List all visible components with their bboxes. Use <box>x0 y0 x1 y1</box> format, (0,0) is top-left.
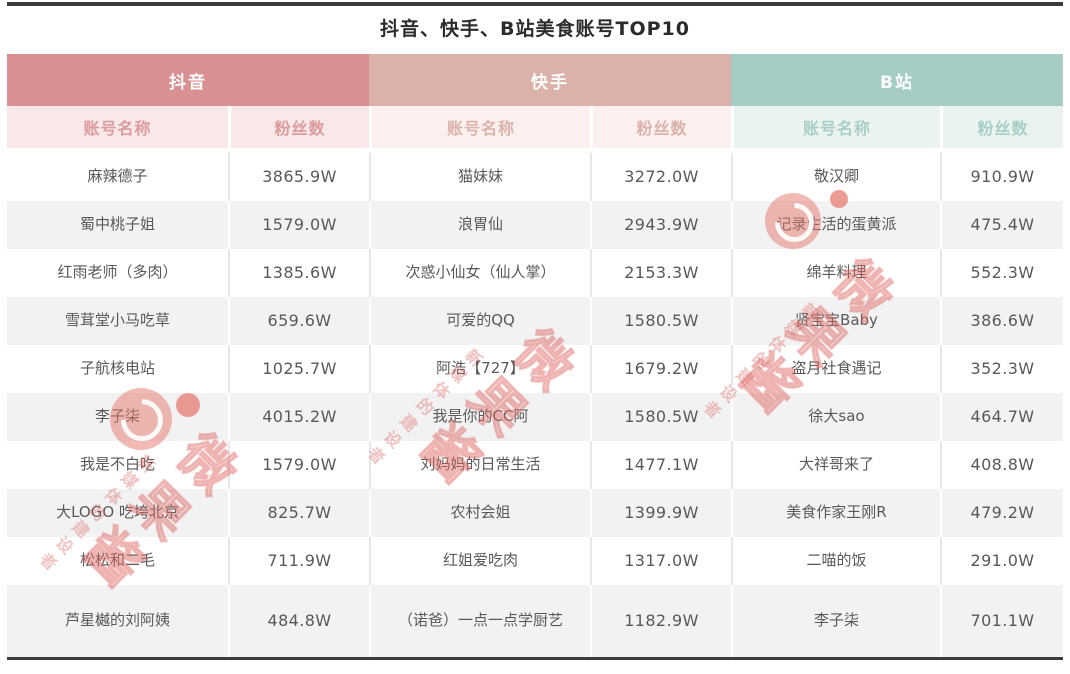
top-divider-bar <box>7 2 1063 6</box>
account-name-cell: 次惑小仙女（仙人掌） <box>369 249 590 297</box>
fans-count-cell: 1580.5W <box>590 297 731 345</box>
account-name-cell: 盗月社食遇记 <box>731 345 940 393</box>
bottom-divider-bar <box>7 657 1063 660</box>
fans-count-cell: 2943.9W <box>590 201 731 249</box>
account-name-cell: 蜀中桃子姐 <box>7 201 228 249</box>
account-name-cell: 大祥哥来了 <box>731 441 940 489</box>
fans-count-cell: 1182.9W <box>590 585 731 657</box>
account-name-cell: 麻辣德子 <box>7 153 228 201</box>
top10-table: 抖音 快手 B站 账号名称 粉丝数 账号名称 粉丝数 账号名称 粉丝数 麻辣德子… <box>7 54 1063 657</box>
fans-count-cell: 1399.9W <box>590 489 731 537</box>
fans-count-cell: 484.8W <box>228 585 369 657</box>
fans-count-cell: 711.9W <box>228 537 369 585</box>
account-name-cell: 我是不白吃 <box>7 441 228 489</box>
account-name-cell: 可爱的QQ <box>369 297 590 345</box>
account-name-cell: 敬汉卿 <box>731 153 940 201</box>
fans-count-cell: 1579.0W <box>228 441 369 489</box>
account-name-cell: 浪胃仙 <box>369 201 590 249</box>
fans-count-cell: 701.1W <box>940 585 1063 657</box>
table-row: 麻辣德子 3865.9W 猫妹妹 3272.0W 敬汉卿 910.9W <box>7 153 1063 201</box>
fans-count-cell: 3272.0W <box>590 153 731 201</box>
fans-count-cell: 408.8W <box>940 441 1063 489</box>
account-name-cell: 猫妹妹 <box>369 153 590 201</box>
column-header-fans-bilibili: 粉丝数 <box>940 106 1063 153</box>
account-name-cell: 记录生活的蛋黄派 <box>731 201 940 249</box>
fans-count-cell: 1317.0W <box>590 537 731 585</box>
table-row: 蜀中桃子姐 1579.0W 浪胃仙 2943.9W 记录生活的蛋黄派 475.4W <box>7 201 1063 249</box>
account-name-cell: （诺爸）一点一点学厨艺 <box>369 585 590 657</box>
fans-count-cell: 4015.2W <box>228 393 369 441</box>
fans-count-cell: 386.6W <box>940 297 1063 345</box>
account-name-cell: 大LOGO 吃垮北京 <box>7 489 228 537</box>
fans-count-cell: 1579.0W <box>228 201 369 249</box>
account-name-cell: 我是你的CC阿 <box>369 393 590 441</box>
table-row: 红雨老师（多肉） 1385.6W 次惑小仙女（仙人掌） 2153.3W 绵羊料理 552.… <box>7 249 1063 297</box>
fans-count-cell: 910.9W <box>940 153 1063 201</box>
account-name-cell: 红姐爱吃肉 <box>369 537 590 585</box>
account-name-cell: 绵羊料理 <box>731 249 940 297</box>
column-header-fans-kuaishou: 粉丝数 <box>590 106 731 153</box>
account-name-cell: 松松和二毛 <box>7 537 228 585</box>
page-title: 抖音、快手、B站美食账号TOP10 <box>380 18 690 40</box>
fans-count-cell: 479.2W <box>940 489 1063 537</box>
account-name-cell: 刘妈妈的日常生活 <box>369 441 590 489</box>
fans-count-cell: 1580.5W <box>590 393 731 441</box>
fans-count-cell: 3865.9W <box>228 153 369 201</box>
account-name-cell: 美食作家王刚R <box>731 489 940 537</box>
table-row: 雪茸堂小马吃草 659.6W 可爱的QQ 1580.5W 贤宝宝Baby 386.6W <box>7 297 1063 345</box>
account-name-cell: 雪茸堂小马吃草 <box>7 297 228 345</box>
platform-header-bilibili: B站 <box>731 54 1063 106</box>
account-name-cell: 徐大sao <box>731 393 940 441</box>
fans-count-cell: 1477.1W <box>590 441 731 489</box>
fans-count-cell: 2153.3W <box>590 249 731 297</box>
account-name-cell: 农村会姐 <box>369 489 590 537</box>
account-name-cell: 子航核电站 <box>7 345 228 393</box>
account-name-cell: 芦星樾的刘阿姨 <box>7 585 228 657</box>
table-row: 子航核电站 1025.7W 阿浩【727】 1679.2W 盗月社食遇记 352.3W <box>7 345 1063 393</box>
account-name-cell: 二喵的饭 <box>731 537 940 585</box>
table-row: 大LOGO 吃垮北京 825.7W 农村会姐 1399.9W 美食作家王刚R 479.2W <box>7 489 1063 537</box>
account-name-cell: 李子柒 <box>731 585 940 657</box>
table-row: 我是不白吃 1579.0W 刘妈妈的日常生活 1477.1W 大祥哥来了 408.8W <box>7 441 1063 489</box>
table-row: 李子柒 4015.2W 我是你的CC阿 1580.5W 徐大sao 464.7W <box>7 393 1063 441</box>
fans-count-cell: 1025.7W <box>228 345 369 393</box>
fans-count-cell: 552.3W <box>940 249 1063 297</box>
fans-count-cell: 464.7W <box>940 393 1063 441</box>
column-header-name-kuaishou: 账号名称 <box>369 106 590 153</box>
fans-count-cell: 352.3W <box>940 345 1063 393</box>
fans-count-cell: 1679.2W <box>590 345 731 393</box>
fans-count-cell: 659.6W <box>228 297 369 345</box>
account-name-cell: 贤宝宝Baby <box>731 297 940 345</box>
account-name-cell: 红雨老师（多肉） <box>7 249 228 297</box>
table-row: 芦星樾的刘阿姨 484.8W （诺爸）一点一点学厨艺 1182.9W 李子柒 701.1W <box>7 585 1063 657</box>
column-header-row: 账号名称 粉丝数 账号名称 粉丝数 账号名称 粉丝数 <box>7 106 1063 153</box>
platform-band-row: 抖音 快手 B站 <box>7 54 1063 106</box>
top10-table-wrap: 抖音 快手 B站 账号名称 粉丝数 账号名称 粉丝数 账号名称 粉丝数 麻辣德子… <box>7 54 1063 660</box>
table-body: 麻辣德子 3865.9W 猫妹妹 3272.0W 敬汉卿 910.9W 蜀中桃子姐 1579.… <box>7 153 1063 657</box>
account-name-cell: 李子柒 <box>7 393 228 441</box>
platform-header-kuaishou: 快手 <box>369 54 731 106</box>
fans-count-cell: 1385.6W <box>228 249 369 297</box>
fans-count-cell: 291.0W <box>940 537 1063 585</box>
column-header-name-douyin: 账号名称 <box>7 106 228 153</box>
platform-header-douyin: 抖音 <box>7 54 369 106</box>
table-row: 松松和二毛 711.9W 红姐爱吃肉 1317.0W 二喵的饭 291.0W <box>7 537 1063 585</box>
fans-count-cell: 825.7W <box>228 489 369 537</box>
column-header-fans-douyin: 粉丝数 <box>228 106 369 153</box>
account-name-cell: 阿浩【727】 <box>369 345 590 393</box>
fans-count-cell: 475.4W <box>940 201 1063 249</box>
column-header-name-bilibili: 账号名称 <box>731 106 940 153</box>
